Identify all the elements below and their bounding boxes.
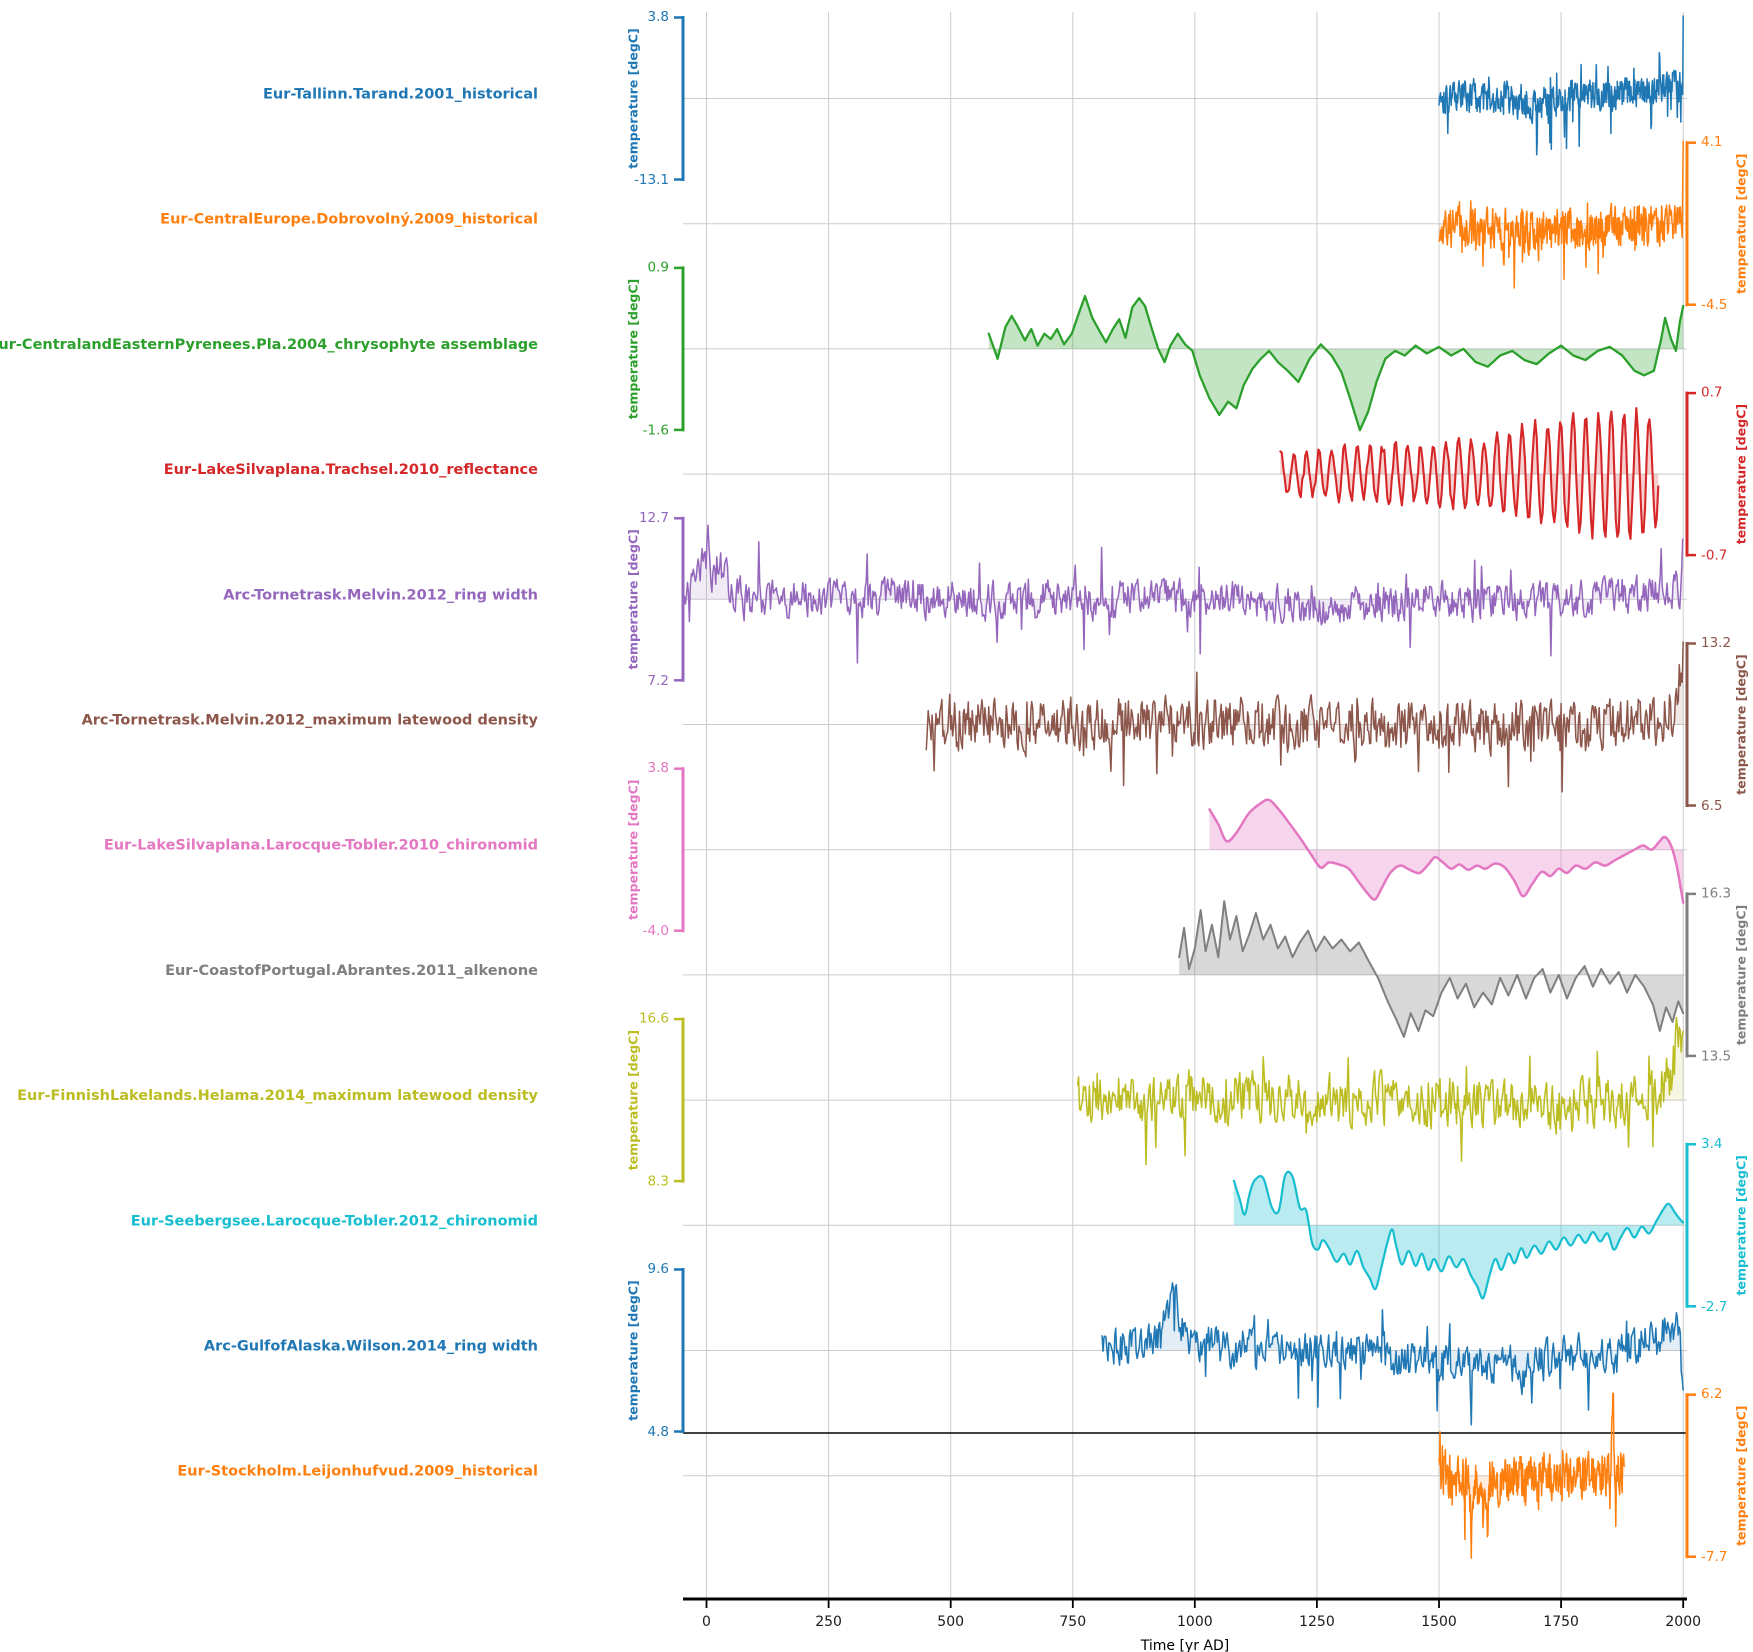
y-min-label: 6.5 [1701,798,1722,814]
series-label: Arc-GulfofAlaska.Wilson.2014_ring width [204,1339,538,1355]
y-min-label: -0.7 [1701,548,1727,564]
series-line [1438,15,1684,156]
series-fill [1233,1171,1684,1299]
series-line [1178,900,1685,1038]
series-fill [684,525,1683,663]
x-tick-label: 1000 [1177,1614,1213,1630]
y-max-label: 12.7 [639,510,669,526]
y-max-label: 0.9 [648,259,669,275]
y-min-label: 7.2 [648,673,669,689]
series-label: Eur-Stockholm.Leijonhufvud.2009_historic… [177,1464,538,1480]
series-fill [1102,1282,1684,1425]
series-fill [1077,1017,1684,1165]
series-line [683,524,1684,664]
series-line [1208,798,1685,904]
series-line [1438,1392,1626,1559]
y-min-label: 4.8 [648,1424,669,1440]
series-fill [1209,799,1684,903]
y-axis-label: temperature [degC] [626,28,641,168]
series-fill [1179,901,1684,1037]
y-max-label: 3.8 [648,9,669,25]
y-min-label: 13.5 [1701,1048,1731,1064]
x-tick-label: 2000 [1665,1614,1701,1630]
series-line [925,641,1684,793]
x-tick-label: 250 [815,1614,842,1630]
series-label: Eur-CoastofPortugal.Abrantes.2011_alkeno… [165,963,538,979]
y-max-label: 9.6 [648,1261,669,1277]
y-axis-label: temperature [degC] [626,529,641,669]
y-min-label: 8.3 [648,1174,669,1190]
series-line [1232,1170,1685,1300]
series-label: Eur-LakeSilvaplana.Larocque-Tobler.2010_… [104,838,538,854]
series-label: Arc-Tornetrask.Melvin.2012_ring width [223,587,538,603]
y-max-label: 16.6 [639,1011,669,1027]
series-label: Arc-Tornetrask.Melvin.2012_maximum latew… [82,713,539,729]
y-axis-label: temperature [degC] [626,780,641,920]
y-axis-label: temperature [degC] [1734,404,1749,544]
x-tick-label: 1750 [1543,1614,1579,1630]
y-axis-label: temperature [degC] [1734,905,1749,1045]
y-axis-label: temperature [degC] [626,279,641,419]
y-max-label: 16.3 [1701,885,1731,901]
y-axis-label: temperature [degC] [626,1280,641,1420]
y-max-label: 4.1 [1701,134,1722,150]
series-line [1076,1016,1684,1166]
series-line [987,294,1685,432]
y-max-label: 13.2 [1701,635,1731,651]
y-min-label: -4.0 [643,923,669,939]
y-min-label: -2.7 [1701,1299,1727,1315]
y-axis-label: temperature [degC] [1734,1406,1749,1546]
series-label: Eur-CentralEurope.Dobrovolný.2009_histor… [160,212,538,228]
series-label: Eur-CentralandEasternPyrenees.Pla.2004_c… [0,337,538,353]
series-line [1101,1282,1684,1426]
series-label: Eur-FinnishLakelands.Helama.2014_maximum… [17,1088,538,1104]
series-line [1279,406,1660,540]
series-label: Eur-Seebergsee.Larocque-Tobler.2012_chir… [131,1213,538,1229]
y-max-label: 3.8 [648,760,669,776]
y-min-label: -1.6 [643,422,669,438]
y-min-label: -13.1 [634,172,669,188]
y-min-label: -7.7 [1701,1549,1727,1565]
x-tick-label: 0 [702,1614,711,1630]
x-tick-label: 500 [937,1614,964,1630]
y-min-label: -4.5 [1701,297,1727,313]
series-label: Eur-Tallinn.Tarand.2001_historical [263,87,538,103]
y-axis-label: temperature [degC] [1734,1155,1749,1295]
y-axis-label: temperature [degC] [1734,654,1749,794]
y-axis-label: temperature [degC] [626,1030,641,1170]
y-max-label: 3.4 [1701,1136,1722,1152]
x-tick-label: 1500 [1421,1614,1457,1630]
x-tick-label: 750 [1059,1614,1086,1630]
x-axis-label: Time [yr AD] [1140,1638,1229,1652]
x-tick-label: 1250 [1299,1614,1335,1630]
series-label: Eur-LakeSilvaplana.Trachsel.2010_reflect… [164,462,538,478]
y-axis-label: temperature [degC] [1734,154,1749,294]
y-max-label: 0.7 [1701,385,1722,401]
y-max-label: 6.2 [1701,1386,1722,1402]
series-line [1438,140,1684,289]
